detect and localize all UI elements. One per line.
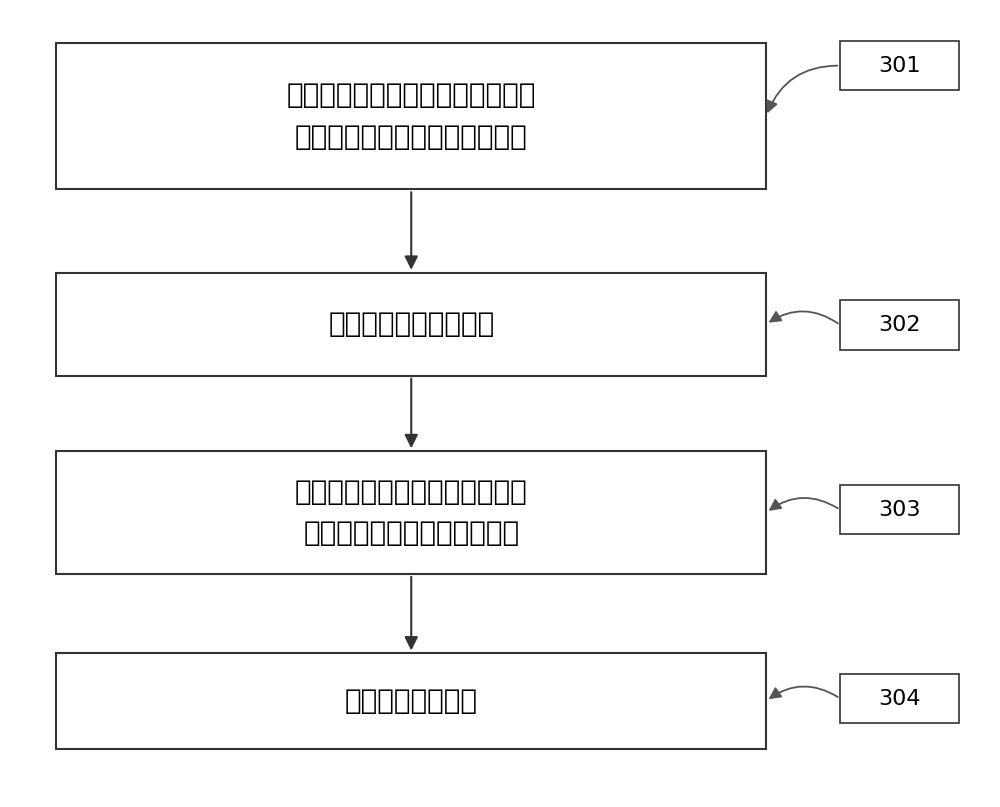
Text: 生成二级简化模型: 生成二级简化模型: [345, 687, 478, 715]
Text: 判断此对天线位置关系: 判断此对天线位置关系: [328, 310, 494, 338]
FancyArrowPatch shape: [770, 687, 838, 698]
Text: 根据输入的所需计算的天线对信息
提取一级简化模型上装天线位置: 根据输入的所需计算的天线对信息 提取一级简化模型上装天线位置: [287, 82, 536, 151]
FancyBboxPatch shape: [56, 273, 766, 376]
FancyBboxPatch shape: [840, 674, 959, 723]
FancyArrowPatch shape: [770, 498, 838, 510]
FancyBboxPatch shape: [56, 654, 766, 749]
FancyBboxPatch shape: [56, 43, 766, 190]
FancyBboxPatch shape: [840, 485, 959, 534]
Text: 303: 303: [878, 500, 921, 520]
FancyArrowPatch shape: [770, 312, 838, 324]
FancyArrowPatch shape: [767, 65, 837, 111]
FancyBboxPatch shape: [56, 451, 766, 574]
Text: 302: 302: [878, 315, 921, 335]
FancyBboxPatch shape: [840, 300, 959, 349]
Text: 根据此对天线位置关系自动剔除
对此天线耦合度影响很小面片: 根据此对天线位置关系自动剔除 对此天线耦合度影响很小面片: [295, 478, 528, 547]
FancyBboxPatch shape: [840, 41, 959, 90]
Text: 301: 301: [878, 56, 921, 76]
Text: 304: 304: [878, 688, 921, 709]
